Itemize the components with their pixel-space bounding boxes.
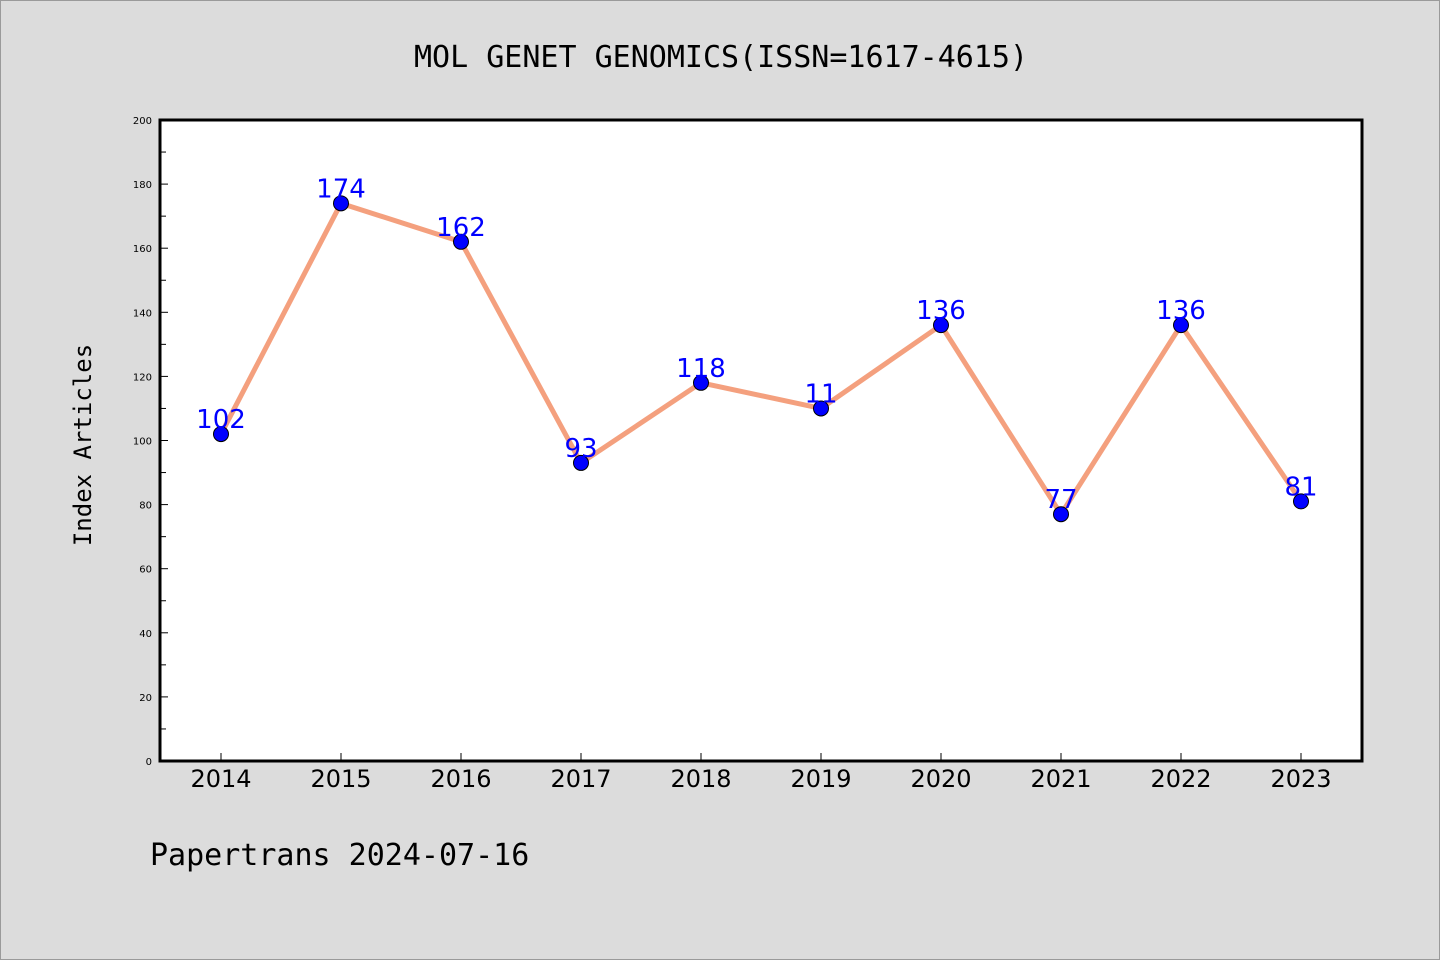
- footer-text: Papertrans 2024-07-16: [150, 838, 529, 873]
- x-tick-label: 2019: [790, 765, 851, 793]
- x-axis-ticks: 2014 2015 2016 2017 2018 2019 2020 2021 2022 2023: [190, 753, 1332, 793]
- series-line: [218, 200, 1304, 517]
- x-tick-label: 2014: [190, 765, 251, 793]
- y-axis-ticks: 0 20 40 60 80 100 120 140 160 180 200: [133, 116, 168, 768]
- y-tick-label: 180: [133, 180, 152, 191]
- y-tick-label: 60: [139, 565, 152, 576]
- y-tick-label: 120: [133, 372, 152, 383]
- data-label: 118: [676, 354, 726, 384]
- y-tick-label: 40: [139, 629, 152, 640]
- x-tick-label: 2015: [310, 765, 371, 793]
- series-line-group: [218, 200, 1304, 517]
- data-label: 174: [316, 174, 366, 204]
- x-tick-label: 2017: [550, 765, 611, 793]
- data-point: [333, 195, 349, 212]
- data-label: 77: [1044, 485, 1077, 515]
- data-label: 11: [804, 379, 837, 409]
- data-labels: 102 174 162 93 118 11 136 77 136 81: [196, 174, 1317, 515]
- x-tick-label: 2020: [910, 765, 971, 793]
- y-tick-label: 80: [139, 501, 152, 512]
- data-label: 162: [436, 213, 486, 243]
- chart-title: MOL GENET GENOMICS(ISSN=1617-4615): [414, 40, 1028, 75]
- y-tick-label: 0: [146, 757, 152, 768]
- data-point: [213, 426, 229, 443]
- data-point: [1173, 317, 1189, 334]
- y-tick-label: 140: [133, 308, 152, 319]
- x-tick-label: 2022: [1150, 765, 1211, 793]
- x-tick-label: 2023: [1270, 765, 1331, 793]
- x-tick-label: 2016: [430, 765, 491, 793]
- y-tick-label: 160: [133, 244, 152, 255]
- data-point: [933, 317, 949, 334]
- data-markers: [213, 195, 1309, 523]
- plot-area: [158, 118, 1364, 763]
- y-tick-label: 100: [133, 437, 152, 448]
- data-point: [813, 400, 829, 417]
- y-axis-label: Index Articles: [69, 344, 97, 546]
- data-label: 93: [564, 434, 597, 464]
- y-tick-label: 20: [139, 693, 152, 704]
- data-label: 102: [196, 405, 246, 435]
- data-point: [573, 454, 589, 471]
- data-label: 81: [1284, 472, 1317, 502]
- data-point: [693, 374, 709, 391]
- data-point: [1293, 493, 1309, 510]
- data-label: 136: [916, 296, 966, 326]
- y-tick-label: 200: [133, 116, 152, 127]
- data-label: 136: [1156, 296, 1206, 326]
- x-tick-label: 2021: [1030, 765, 1091, 793]
- data-point: [1053, 506, 1069, 523]
- x-tick-label: 2018: [670, 765, 731, 793]
- data-point: [453, 233, 469, 250]
